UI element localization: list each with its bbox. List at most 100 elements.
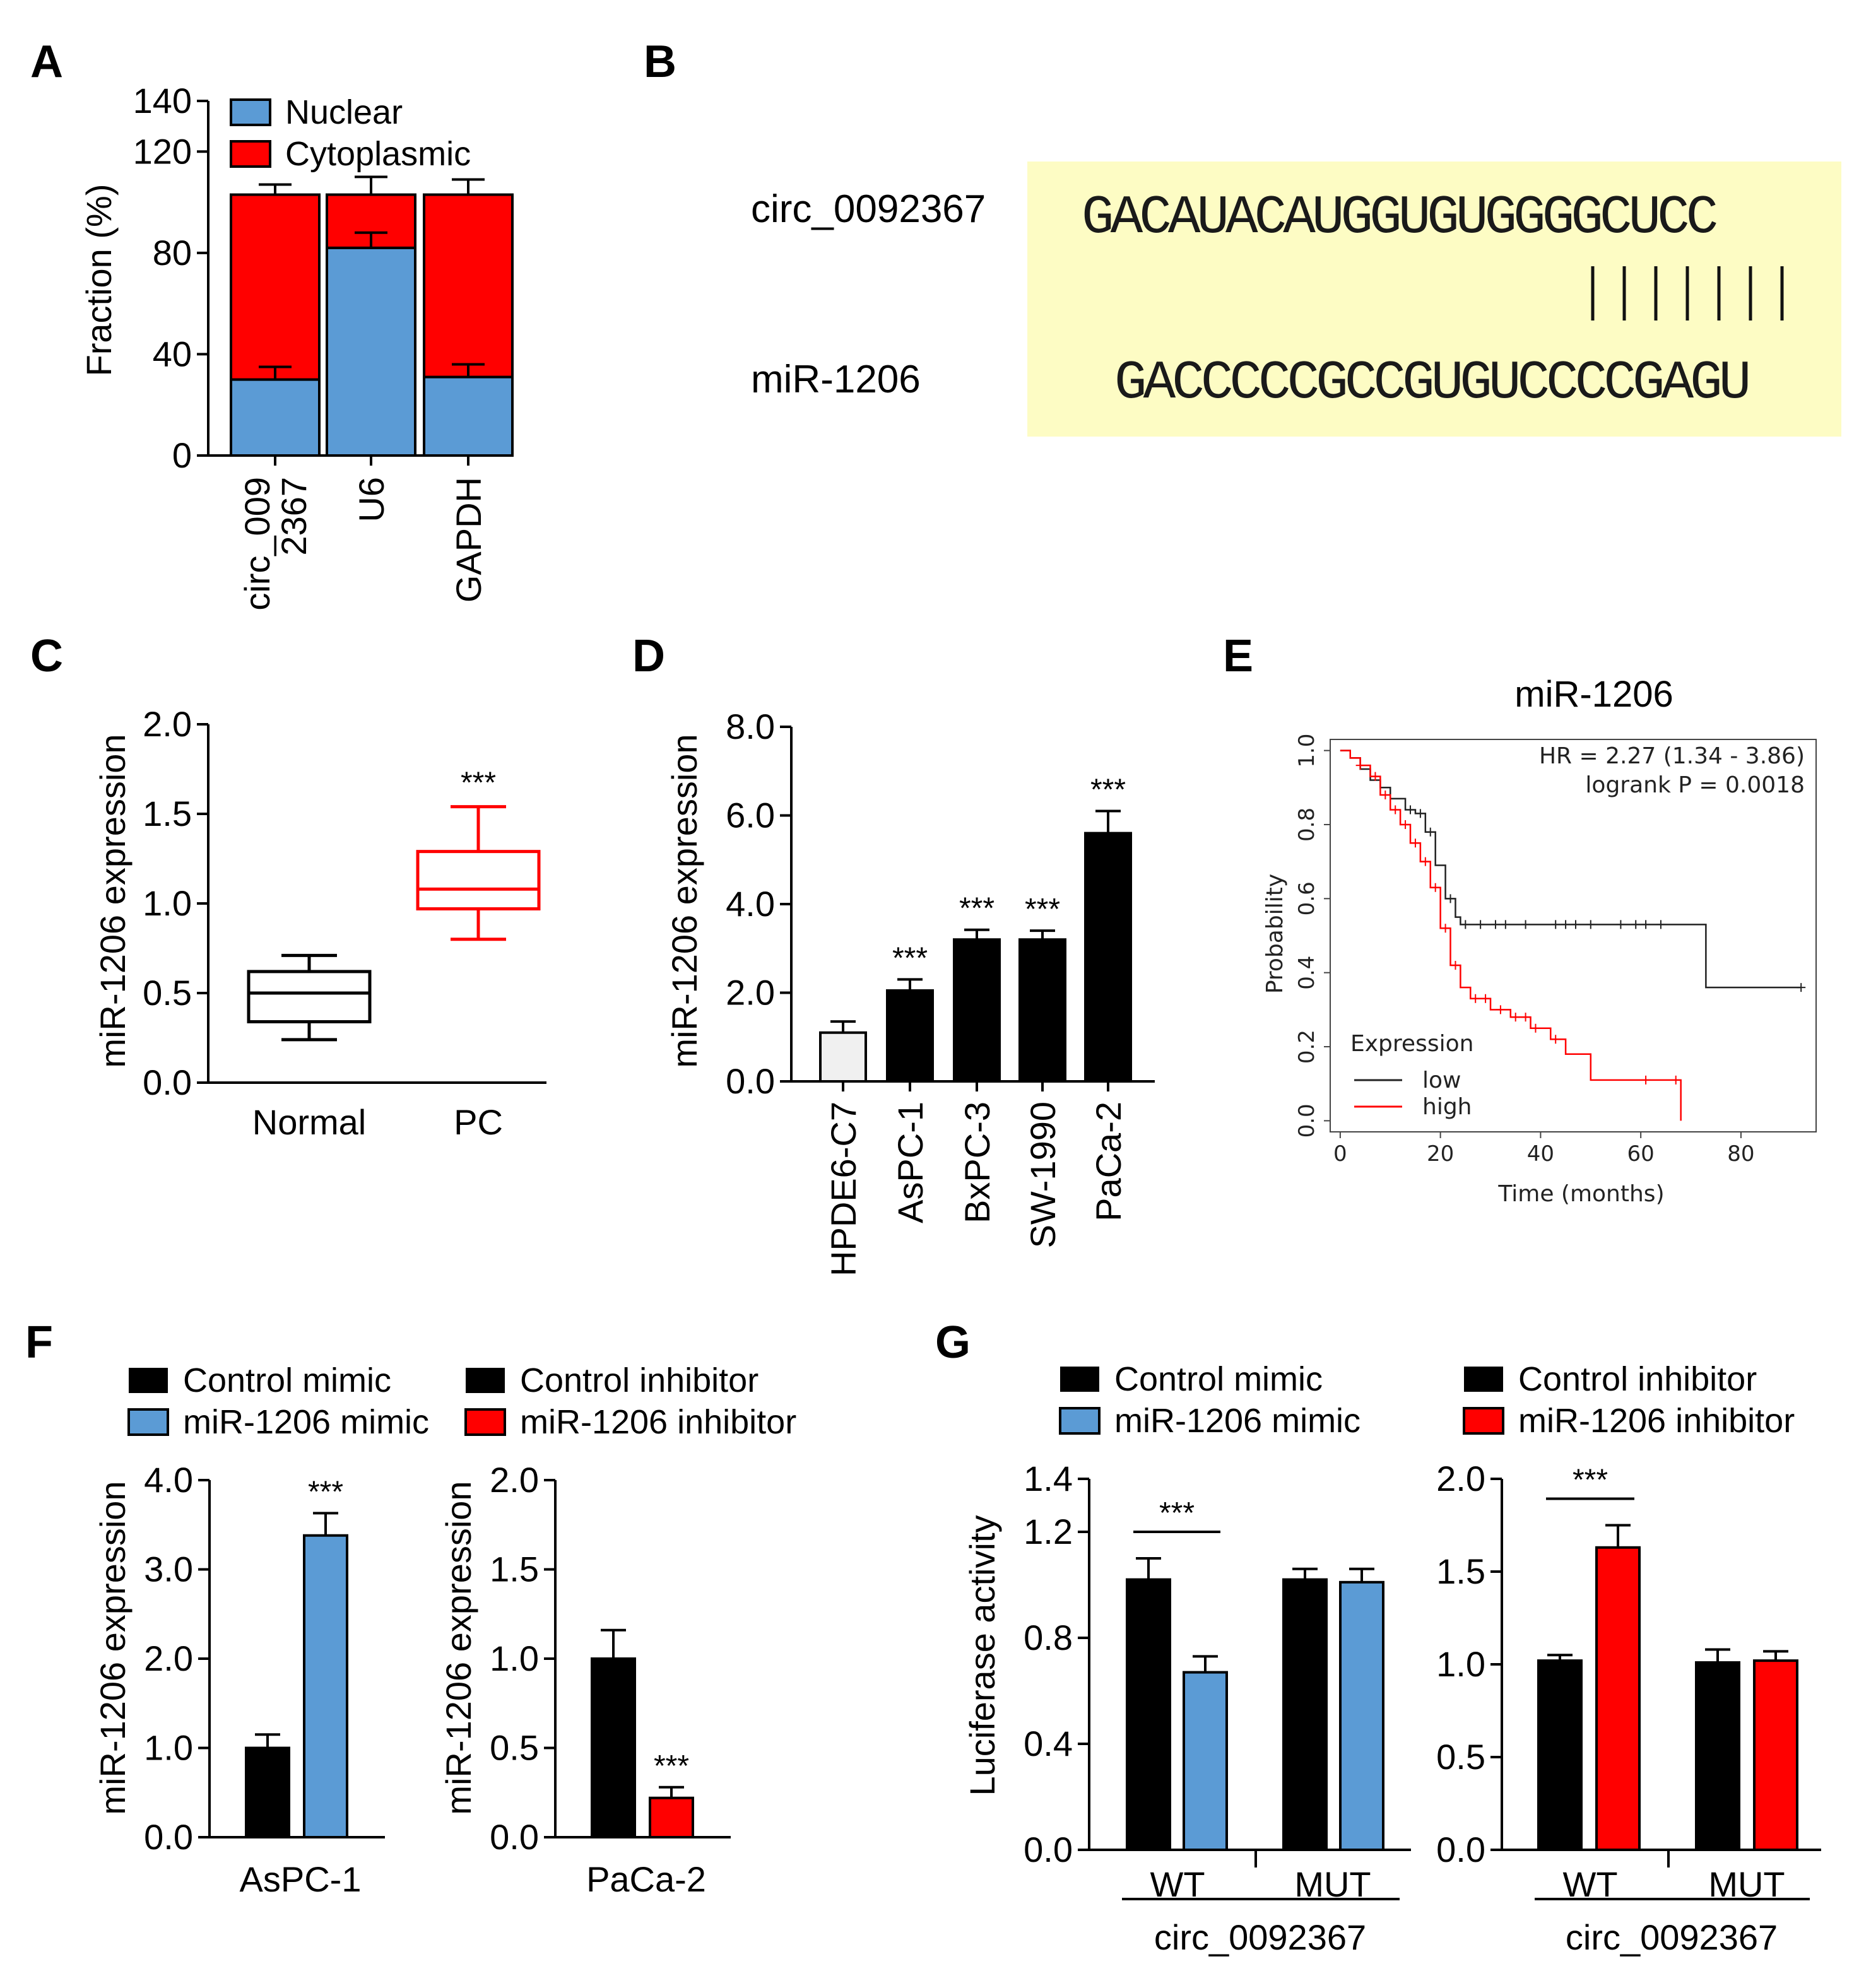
km-censor-high-14 — [1521, 1013, 1530, 1022]
bar-g2-0 — [1537, 1659, 1583, 1852]
km-censor-high-6 — [1420, 857, 1430, 866]
km-x-tick-label-0: 0 — [1333, 1141, 1347, 1167]
legend-swatch-g-mir-mimic — [1059, 1407, 1101, 1435]
legend-f-mir-inhibitor: miR-1206 inhibitor — [520, 1403, 796, 1441]
legend-swatch-f-control-inhibitor — [466, 1368, 505, 1393]
panel-d-y-tick-label-1: 2.0 — [726, 973, 775, 1013]
km-y-tick-label-4: 0.8 — [1294, 808, 1319, 842]
bar-d-3 — [1018, 938, 1066, 1083]
km-censor-low-2 — [1425, 827, 1435, 837]
legend-swatch-g-control-mimic — [1060, 1367, 1099, 1392]
km-censor-high-5 — [1410, 838, 1420, 848]
panel-f2-y-tick-label-3: 1.5 — [490, 1550, 539, 1589]
seq-label-mir: miR-1206 — [751, 358, 921, 401]
km-censor-high-2 — [1381, 791, 1390, 800]
km-censor-high-13 — [1511, 1013, 1520, 1022]
bar-g1-3 — [1339, 1580, 1384, 1852]
panel-g1-y-tick-label-4: 1.4 — [1024, 1459, 1073, 1498]
panel-a-y-tick-label-1: 40 — [153, 334, 192, 373]
panel-f2-y-tick-label-2: 1.0 — [490, 1638, 539, 1678]
km-y-tick-label-0: 0.0 — [1294, 1103, 1319, 1138]
km-censor-low-17 — [1797, 983, 1806, 992]
bar-f2-1 — [649, 1796, 694, 1838]
km-y-tick-label-5: 1.0 — [1294, 734, 1319, 768]
significance-d-1: *** — [892, 941, 928, 975]
legend-label-cytoplasmic: Cytoplasmic — [285, 135, 471, 173]
km-censor-low-5 — [1476, 920, 1485, 929]
km-x-tick-label-3: 60 — [1627, 1141, 1655, 1167]
legend-g-mir-mimic: miR-1206 mimic — [1114, 1402, 1360, 1440]
km-title: miR-1206 — [1514, 674, 1673, 715]
significance-g2: *** — [1573, 1464, 1608, 1497]
panel-label-a: A — [30, 37, 63, 87]
panel-g2-xlabel: circ_0092367 — [1566, 1917, 1778, 1957]
panel-g2-group-label-0: WT — [1562, 1864, 1617, 1904]
km-legend-high: high — [1422, 1094, 1472, 1120]
panel-d-x-label-4: PaCa-2 — [1089, 1102, 1128, 1221]
km-y-tick-label-3: 0.6 — [1294, 881, 1319, 915]
legend-swatch-g-mir-inhibitor — [1463, 1407, 1504, 1435]
bar-cytoplasmic-0 — [230, 193, 321, 381]
panel-g1-group-label-0: WT — [1150, 1864, 1205, 1904]
km-censor-low-10 — [1561, 920, 1571, 929]
km-censor-low-8 — [1521, 920, 1530, 929]
panel-d-y-tick-label-4: 8.0 — [726, 707, 775, 746]
bar-d-4 — [1084, 832, 1132, 1083]
panel-label-b: B — [644, 37, 676, 87]
bar-g2-3 — [1753, 1659, 1798, 1852]
km-censor-low-12 — [1586, 920, 1595, 929]
legend-g-control-mimic: Control mimic — [1114, 1360, 1323, 1398]
sequence-highlight-box — [1027, 162, 1841, 437]
bar-nuclear-0 — [230, 378, 321, 457]
panel-label-f: F — [25, 1317, 53, 1368]
panel-f1-y-tick-label-3: 3.0 — [144, 1550, 193, 1589]
panel-label-g: G — [935, 1317, 971, 1368]
km-hr-text: HR = 2.27 (1.34 - 3.86) — [1539, 743, 1805, 769]
panel-f-chart: Control mimic miR-1206 mimic Control inh… — [93, 1362, 796, 1899]
panel-a-ylabel: Fraction (%) — [79, 184, 119, 377]
bar-g1-0 — [1126, 1578, 1171, 1852]
panel-f1-xlabel: AsPC-1 — [240, 1859, 362, 1899]
panel-g1-xlabel: circ_0092367 — [1154, 1917, 1366, 1957]
km-censor-high-3 — [1391, 805, 1400, 815]
km-curve-high — [1340, 750, 1682, 1121]
km-censor-high-4 — [1401, 820, 1410, 829]
km-legend-title: Expression — [1350, 1031, 1473, 1057]
km-censor-low-0 — [1406, 805, 1415, 815]
km-censor-low-16 — [1656, 920, 1665, 929]
km-censor-high-7 — [1431, 883, 1440, 892]
bar-g2-1 — [1595, 1546, 1641, 1852]
panel-label-d: D — [632, 631, 665, 681]
panel-a-chart: 0 40 80 120 140 Fraction (%) Nuclear Cytopla… — [79, 81, 514, 611]
legend-g-control-inhibitor: Control inhibitor — [1518, 1360, 1757, 1398]
panel-f1-y-tick-label-0: 0.0 — [144, 1817, 193, 1857]
significance-c-1: *** — [461, 767, 496, 800]
panel-f2-y-tick-label-1: 0.5 — [490, 1728, 539, 1768]
panel-a-y-tick-label-0: 0 — [172, 435, 192, 475]
km-p-text: logrank P = 0.0018 — [1585, 772, 1805, 798]
legend-swatch-f-mir-inhibitor — [464, 1408, 506, 1436]
panel-c-chart: 0.0 0.5 1.0 1.5 2.0 miR-1206 expression Norm… — [93, 704, 546, 1142]
panel-a-x-label-0-1: 2367 — [274, 477, 314, 556]
km-censor-high-12 — [1496, 1005, 1505, 1015]
panel-d-ylabel: miR-1206 expression — [664, 734, 704, 1068]
km-censor-low-1 — [1415, 809, 1425, 818]
panel-f2-y-tick-label-4: 2.0 — [490, 1460, 539, 1500]
km-censor-high-10 — [1471, 994, 1480, 1003]
bar-cytoplasmic-2 — [423, 193, 514, 379]
km-censor-high-18 — [1671, 1075, 1680, 1085]
panel-g2-y-tick-label-3: 1.5 — [1436, 1551, 1485, 1591]
km-censor-high-8 — [1441, 924, 1450, 933]
panel-d-y-tick-label-0: 0.0 — [726, 1061, 775, 1101]
km-censor-high-15 — [1531, 1023, 1540, 1033]
significance-f1-1: *** — [308, 1475, 343, 1509]
panel-c-x-label-1: PC — [454, 1102, 503, 1142]
bar-g2-2 — [1695, 1661, 1740, 1852]
bar-d-0 — [819, 1031, 867, 1083]
legend-f-control-inhibitor: Control inhibitor — [520, 1362, 758, 1399]
box-1 — [416, 850, 541, 911]
panel-c-ylabel: miR-1206 expression — [93, 734, 133, 1068]
panel-g-chart: Control mimic miR-1206 mimic Control inh… — [962, 1360, 1821, 1957]
panel-a-y-tick-label-2: 80 — [153, 233, 192, 273]
